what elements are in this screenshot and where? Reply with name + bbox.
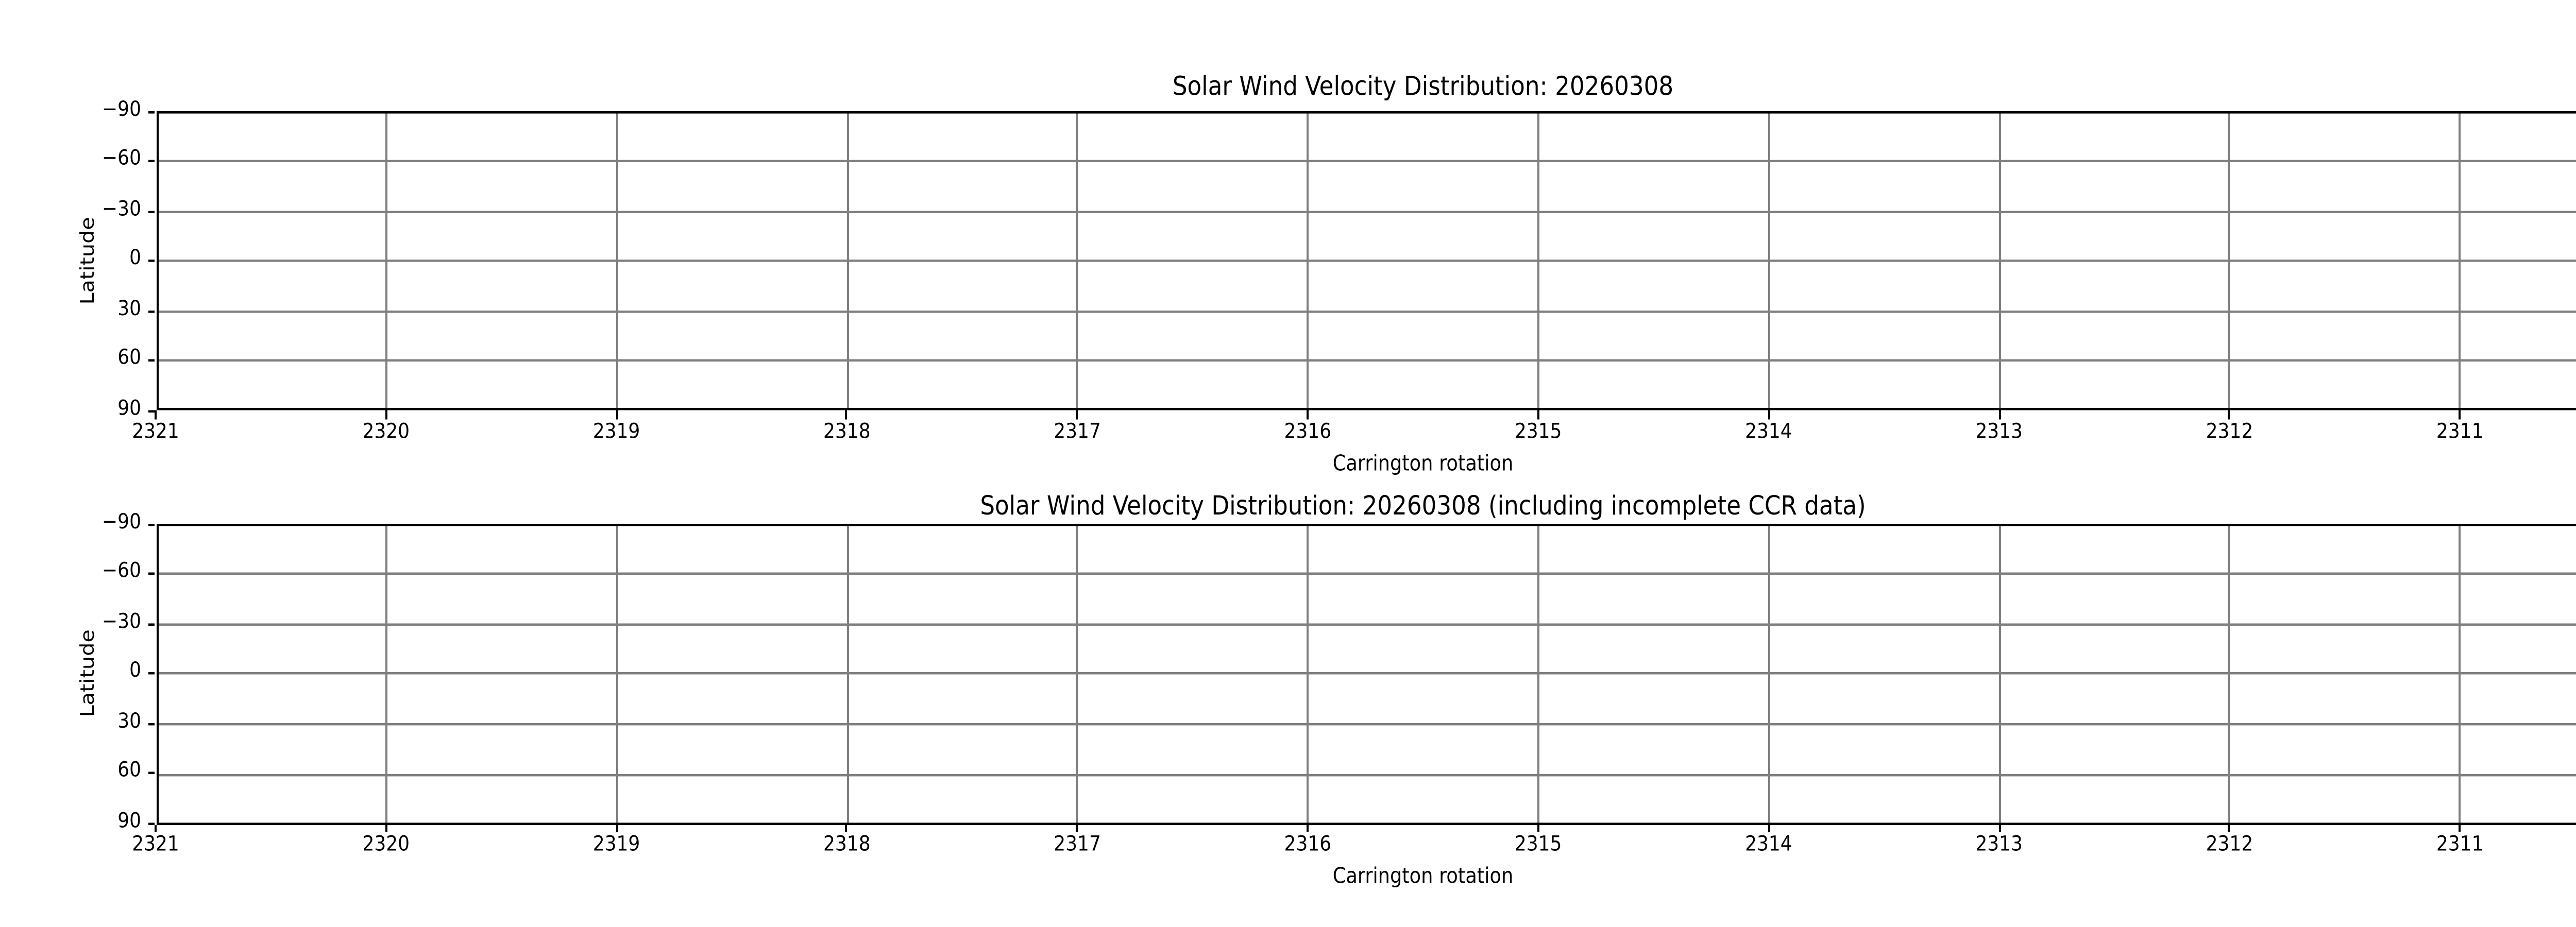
y-tick-label: 0 [129, 661, 141, 685]
x-tick-label: 2318 [823, 421, 871, 445]
y-tick-mark [148, 110, 156, 113]
x-tick-mark [615, 411, 618, 420]
x-tick-mark [155, 823, 157, 833]
x-tick-label: 2319 [592, 421, 640, 445]
y-tick-label: 30 [117, 298, 141, 322]
x-tick-mark [2459, 823, 2461, 833]
x-tick-label: 2312 [2206, 835, 2253, 859]
x-tick-mark [2459, 411, 2461, 420]
x-tick-label: 2316 [1284, 421, 1332, 445]
y-tick-label: 90 [117, 811, 141, 835]
x-tick-label: 2319 [592, 835, 640, 859]
x-tick-label: 2315 [1514, 421, 1562, 445]
x-tick-label: 2314 [1745, 835, 1792, 859]
horizontal-gridline [158, 210, 2576, 212]
y-tick-mark [148, 772, 156, 776]
y-tick-mark [148, 359, 156, 363]
x-tick-label: 2316 [1284, 835, 1332, 859]
x-tick-label: 2311 [2436, 421, 2484, 445]
x-tick-mark [1767, 823, 1770, 833]
x-tick-mark [2228, 823, 2231, 833]
x-tick-label: 2312 [2206, 421, 2253, 445]
y-tick-label: −30 [102, 198, 141, 222]
horizontal-gridline [158, 673, 2576, 675]
x-tick-label: 2314 [1745, 421, 1792, 445]
y-tick-mark [148, 260, 156, 263]
plot2-area [156, 524, 2576, 824]
horizontal-gridline [158, 573, 2576, 575]
x-tick-mark [1076, 411, 1079, 420]
y-tick-label: 30 [117, 711, 141, 735]
plot1-title: Solar Wind Velocity Distribution: 202603… [1172, 72, 1674, 102]
y-tick-label: 60 [117, 761, 141, 785]
y-tick-label: −60 [102, 561, 141, 585]
y-tick-mark [148, 310, 156, 313]
horizontal-gridline [158, 260, 2576, 262]
y-tick-label: −30 [102, 611, 141, 635]
y-tick-mark [148, 523, 156, 526]
y-tick-mark [148, 623, 156, 626]
y-tick-label: −90 [102, 98, 141, 122]
y-tick-mark [148, 822, 156, 826]
x-tick-mark [385, 823, 387, 833]
x-tick-label: 2318 [823, 835, 871, 859]
y-tick-mark [148, 210, 156, 213]
x-tick-mark [1076, 823, 1079, 833]
x-tick-label: 2317 [1054, 421, 1101, 445]
horizontal-gridline [158, 772, 2576, 775]
x-tick-label: 2321 [132, 421, 179, 445]
y-tick-mark [148, 409, 156, 413]
x-tick-label: 2313 [1975, 421, 2023, 445]
horizontal-gridline [158, 359, 2576, 362]
plot1-xlabel: Carrington rotation [1332, 451, 1514, 477]
x-tick-mark [1537, 411, 1539, 420]
y-tick-label: 0 [129, 248, 141, 272]
x-tick-label: 2313 [1975, 835, 2023, 859]
x-tick-mark [2228, 411, 2231, 420]
horizontal-gridline [158, 160, 2576, 162]
y-tick-label: −60 [102, 148, 141, 172]
x-tick-mark [1998, 823, 2001, 833]
x-tick-label: 2315 [1514, 835, 1562, 859]
x-tick-mark [1537, 823, 1539, 833]
x-tick-mark [845, 411, 848, 420]
x-tick-label: 2320 [362, 835, 410, 859]
plot2-xlabel: Carrington rotation [1332, 865, 1514, 891]
horizontal-gridline [158, 623, 2576, 625]
horizontal-gridline [158, 723, 2576, 725]
y-tick-mark [148, 160, 156, 163]
x-tick-mark [615, 823, 618, 833]
plot1-area [156, 111, 2576, 411]
x-tick-mark [155, 411, 157, 420]
x-tick-mark [845, 823, 848, 833]
y-tick-label: 90 [117, 398, 141, 422]
x-tick-mark [1307, 823, 1309, 833]
x-tick-mark [1998, 411, 2001, 420]
y-tick-label: −90 [102, 511, 141, 535]
x-tick-mark [1767, 411, 1770, 420]
horizontal-gridline [158, 310, 2576, 312]
plot2-title: Solar Wind Velocity Distribution: 202603… [980, 491, 1866, 522]
y-tick-label: 60 [117, 348, 141, 372]
y-tick-mark [148, 573, 156, 576]
y-tick-mark [148, 673, 156, 676]
x-tick-label: 2321 [132, 835, 179, 859]
x-tick-label: 2317 [1054, 835, 1101, 859]
x-tick-mark [1307, 411, 1309, 420]
x-tick-label: 2320 [362, 421, 410, 445]
x-tick-label: 2311 [2436, 835, 2484, 859]
x-tick-mark [385, 411, 387, 420]
y-tick-mark [148, 723, 156, 726]
